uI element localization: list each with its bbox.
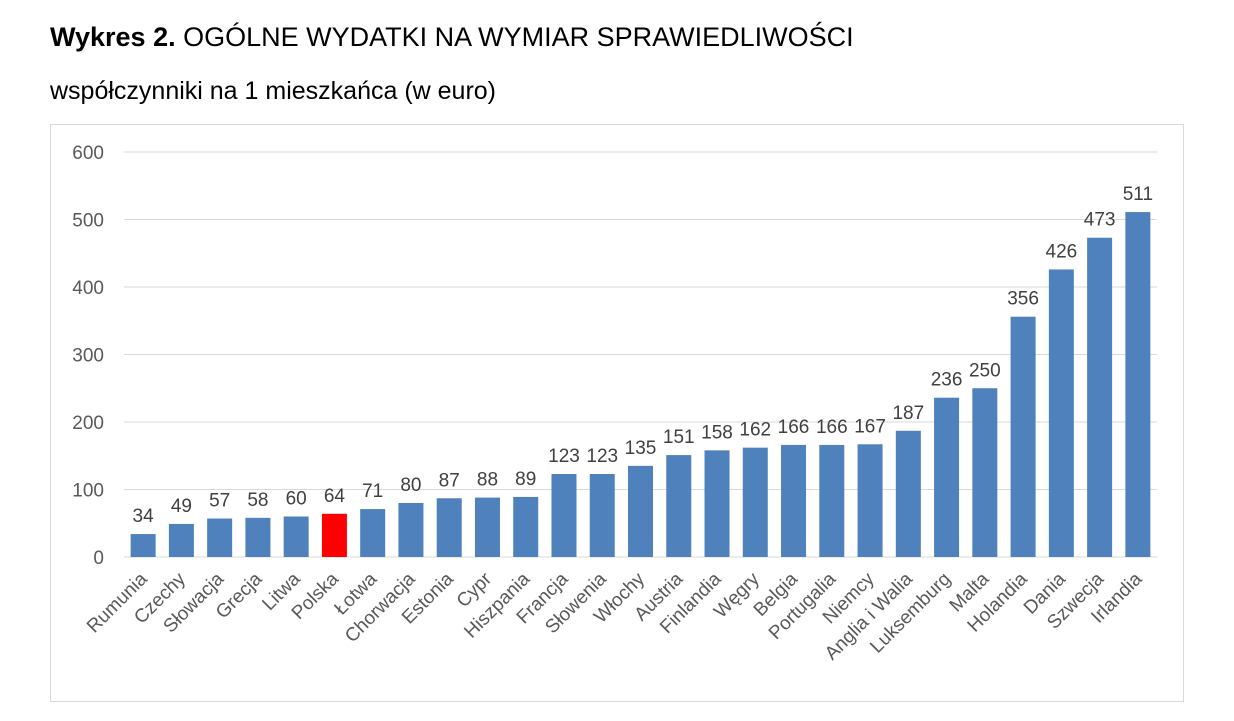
bar	[130, 534, 156, 557]
bar	[283, 516, 309, 557]
bar	[857, 444, 883, 557]
data-label: 123	[548, 446, 580, 467]
data-label: 64	[324, 486, 346, 507]
bar	[436, 498, 462, 557]
data-label: 236	[931, 370, 963, 391]
data-label: 34	[133, 506, 155, 527]
chart-subtitle: współczynniki na 1 mieszkańca (w euro)	[50, 77, 497, 105]
bar	[934, 397, 960, 557]
bar	[666, 455, 692, 557]
data-label: 151	[663, 427, 695, 448]
bar	[1087, 237, 1113, 557]
bar	[321, 513, 347, 557]
data-label: 167	[854, 416, 886, 437]
data-label: 158	[701, 422, 733, 443]
y-tick-label: 300	[72, 346, 104, 367]
data-label: 80	[400, 475, 421, 496]
data-label: 88	[477, 470, 498, 491]
data-label: 60	[286, 489, 307, 510]
y-tick-label: 600	[72, 143, 104, 164]
data-label: 511	[1123, 184, 1153, 205]
data-label: 250	[969, 360, 1001, 381]
y-tick-label: 500	[72, 211, 104, 232]
y-tick-label: 100	[72, 481, 104, 502]
bar	[207, 518, 233, 557]
y-tick-label: 400	[72, 278, 104, 299]
bar	[628, 465, 653, 557]
bar	[895, 430, 921, 557]
data-label: 87	[439, 470, 460, 491]
chart-frame	[50, 124, 1184, 702]
bar	[704, 450, 730, 557]
data-label: 187	[892, 403, 924, 424]
bar	[245, 517, 271, 557]
bar	[972, 388, 998, 557]
data-label: 426	[1046, 241, 1078, 262]
bar	[398, 503, 424, 557]
data-label: 166	[778, 417, 810, 438]
data-label: 57	[209, 491, 230, 512]
data-label: 162	[739, 420, 771, 441]
data-label: 473	[1084, 210, 1116, 231]
bar	[1048, 269, 1074, 557]
y-tick-label: 0	[93, 548, 104, 569]
bar	[360, 509, 386, 557]
data-label: 49	[171, 496, 192, 517]
bar	[474, 497, 500, 557]
bar	[513, 496, 539, 557]
data-label: 58	[247, 490, 268, 511]
data-label: 89	[515, 469, 536, 490]
bar	[1010, 316, 1036, 557]
bar	[589, 473, 615, 557]
bar	[819, 444, 845, 557]
bar	[551, 473, 577, 557]
data-label: 135	[625, 438, 657, 459]
chart-title-text: OGÓLNE WYDATKI NA WYMIAR SPRAWIEDLIWOŚCI	[183, 22, 854, 52]
data-label: 123	[586, 446, 618, 467]
data-label: 71	[362, 481, 383, 502]
bar	[742, 447, 768, 557]
bar	[168, 523, 194, 557]
bar	[1125, 212, 1151, 557]
chart-title-prefix: Wykres 2.	[50, 22, 176, 52]
y-tick-label: 200	[72, 413, 104, 434]
chart-title: Wykres 2. OGÓLNE WYDATKI NA WYMIAR SPRAW…	[50, 22, 854, 53]
data-label: 356	[1007, 289, 1039, 310]
bar	[781, 444, 807, 557]
data-label: 166	[816, 417, 848, 438]
